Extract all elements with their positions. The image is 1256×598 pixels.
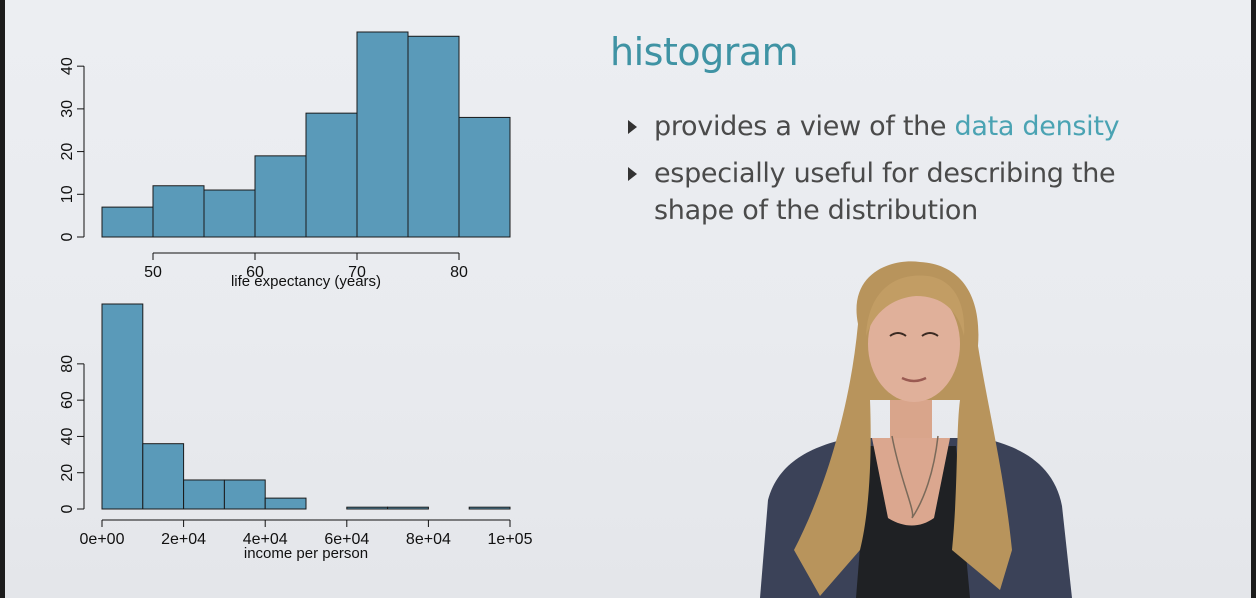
bullet-text: provides a view of the: [654, 111, 955, 142]
x-tick-label: 60: [246, 264, 264, 281]
video-frame-left-border: [0, 0, 5, 598]
histogram-bar: [387, 506, 429, 510]
presenter-eye-right: [921, 332, 939, 337]
x-tick-label: 6e+04: [324, 531, 369, 548]
bullet-highlight: data density: [954, 111, 1120, 142]
y-tick-label: 30: [59, 100, 76, 118]
histogram-bar: [458, 116, 511, 238]
y-tick-label: 40: [59, 57, 76, 75]
x-tick-label: 2e+04: [161, 531, 206, 548]
y-tick-label: 10: [59, 185, 76, 203]
x-tick-label: 0e+00: [80, 531, 125, 548]
presenter-video: [760, 261, 1072, 598]
x-axis-title: life expectancy (years): [231, 273, 381, 290]
histogram-bar: [142, 443, 185, 510]
presenter-mouth: [901, 376, 927, 383]
x-tick-label: 50: [144, 264, 162, 281]
x-tick-label: 70: [348, 264, 366, 281]
histogram-bar: [254, 155, 307, 238]
presenter-chest: [872, 438, 950, 526]
histogram-bar: [356, 31, 409, 238]
y-tick-label: 20: [59, 464, 76, 482]
bullet-item-shape: especially useful for describing the sha…: [626, 155, 1166, 229]
presenter-necklace: [891, 435, 939, 519]
histogram-bar: [183, 479, 225, 510]
presenter-hair-front: [866, 275, 965, 336]
x-axis-title: income per person: [244, 545, 368, 562]
histogram-2: 0e+00 2e+04 4e+04 6e+04 8e+04 1e+05 income per…: [59, 303, 533, 562]
histogram-charts: 50 60 70 80 life expectancy (years) 0 10 20 30 40…: [59, 31, 533, 562]
y-tick-label: 80: [59, 355, 76, 373]
x-tick-label: 1e+05: [488, 531, 533, 548]
y-tick-label: 40: [59, 427, 76, 445]
histogram-bar: [152, 185, 205, 238]
x-tick-label: 80: [450, 264, 468, 281]
histogram-bar: [101, 303, 144, 510]
y-tick-label: 60: [59, 391, 76, 409]
bullet-triangle-icon: [628, 120, 637, 134]
histogram-bar: [346, 506, 389, 510]
histogram-bar: [203, 189, 256, 238]
slide-title: histogram: [610, 30, 799, 74]
x-tick-label: 8e+04: [406, 531, 451, 548]
histogram-bar: [223, 479, 266, 510]
histogram-bar: [468, 506, 511, 510]
bullet-item-data-density: provides a view of the data density: [626, 108, 1166, 145]
x-tick-label: 4e+04: [243, 531, 288, 548]
y-tick-label: 20: [59, 143, 76, 161]
histogram-bar: [305, 112, 358, 238]
histogram-bar: [264, 497, 307, 510]
bullet-text: especially useful for describing the sha…: [654, 158, 1116, 226]
histogram-1: 50 60 70 80 life expectancy (years) 0 10 20 30 40: [59, 31, 511, 290]
y-tick-label: 0: [59, 232, 76, 241]
histogram-bar: [101, 206, 154, 238]
y-tick-label: 0: [59, 504, 76, 513]
bullet-triangle-icon: [628, 167, 637, 181]
histogram-bar: [407, 35, 460, 238]
bullet-list: provides a view of the data density espe…: [626, 108, 1166, 239]
presenter-face: [868, 286, 960, 402]
video-frame-right-border: [1251, 0, 1256, 598]
presenter-eye-left: [889, 332, 907, 337]
